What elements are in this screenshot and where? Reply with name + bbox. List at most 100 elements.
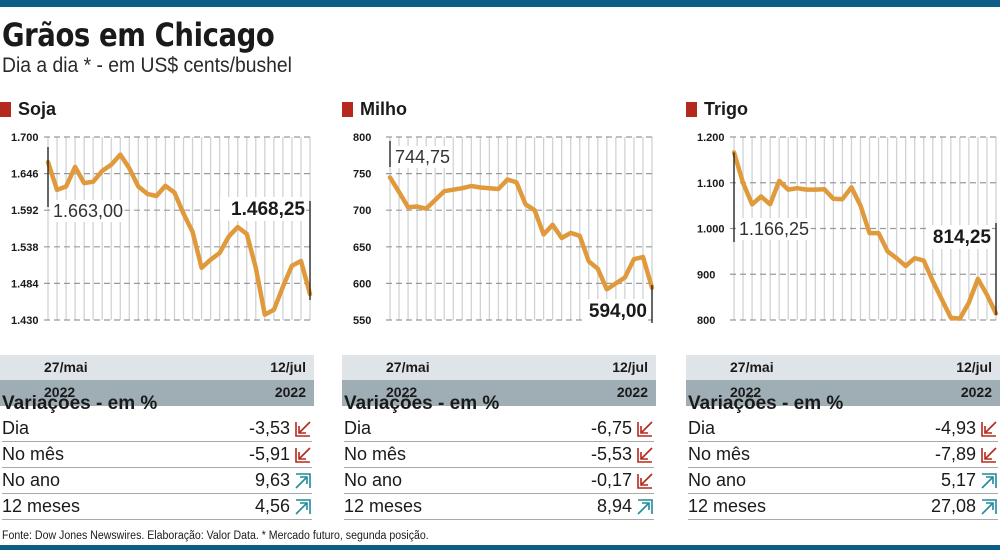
variation-value: 4,56 xyxy=(254,496,290,516)
variation-label: Dia xyxy=(2,418,30,438)
variation-label: No ano xyxy=(688,470,747,490)
variation-value-group: 27,08 xyxy=(931,496,998,517)
end-year: 2022 xyxy=(274,384,306,400)
line-chart: 1.430 1.484 1.538 1.592 1.646 1.700 1.663,00 1.… xyxy=(0,125,318,406)
chart-plot: 800 900 1.000 1.100 1.200 1.166,25 814,25 xyxy=(697,132,1000,327)
start-date: 27/mai xyxy=(44,359,88,375)
variation-value: 27,08 xyxy=(930,496,976,516)
year-band: 2022 2022 xyxy=(0,380,314,406)
variation-row: No ano 5,17 xyxy=(688,468,998,494)
end-date: 12/jul xyxy=(612,359,648,375)
variation-row: Dia -4,93 xyxy=(688,416,998,442)
y-tick-label: 1.000 xyxy=(697,224,725,236)
arrow-up-right-icon xyxy=(295,498,311,515)
variation-value-group: -7,89 xyxy=(935,444,998,465)
variation-value-group: -6,75 xyxy=(591,418,654,439)
arrow-down-left-icon xyxy=(637,420,653,437)
line-chart: 800 900 1.000 1.100 1.200 1.166,25 814,25 27/m… xyxy=(686,125,1000,406)
variation-value-group: 8,94 xyxy=(597,496,654,517)
variation-label: No mês xyxy=(2,444,65,464)
chart-plot: 1.430 1.484 1.538 1.592 1.646 1.700 1.663,00 1.… xyxy=(11,132,314,327)
variation-row: Dia -3,53 xyxy=(2,416,312,442)
y-tick-label: 750 xyxy=(353,169,371,181)
arrow-up-right-icon xyxy=(981,472,997,489)
price-line xyxy=(45,152,313,317)
variation-value: 8,94 xyxy=(596,496,632,516)
line-chart: 550 600 650 700 750 800 744,75 594,00 27/mai 12… xyxy=(342,125,660,406)
variation-label: No ano xyxy=(344,470,403,490)
variation-label: No mês xyxy=(344,444,407,464)
variation-value-group: 4,56 xyxy=(255,496,312,517)
y-tick-label: 1.100 xyxy=(697,178,725,190)
end-value-label: 1.468,25 xyxy=(231,199,305,220)
price-line xyxy=(387,175,655,292)
variation-row: 12 meses 4,56 xyxy=(2,494,312,520)
arrow-down-left-icon xyxy=(637,472,653,489)
y-tick-label: 700 xyxy=(353,205,371,217)
variation-value: -5,53 xyxy=(590,444,632,464)
y-tick-label: 800 xyxy=(697,315,715,327)
variation-value-group: -3,53 xyxy=(249,418,312,439)
arrow-up-right-icon xyxy=(295,472,311,489)
end-date: 12/jul xyxy=(270,359,306,375)
variation-value: -3,53 xyxy=(248,418,290,438)
arrow-up-right-icon xyxy=(981,498,997,515)
variation-row: No mês -7,89 xyxy=(688,442,998,468)
variation-value: 5,17 xyxy=(940,470,976,490)
start-value-label: 744,75 xyxy=(395,147,450,167)
variations-table: Dia -3,53 No mês -5,91 No ano 9,63 12 me… xyxy=(2,416,312,520)
variation-value: -6,75 xyxy=(590,418,632,438)
end-value-label: 594,00 xyxy=(589,301,647,322)
panel-milho: Milho 550 600 650 700 750 800 744,75 594,00 27/… xyxy=(342,95,662,525)
page-subtitle: Dia a dia * - em US$ cents/bushel xyxy=(2,54,292,77)
variation-value-group: -5,91 xyxy=(249,444,312,465)
y-tick-label: 1.430 xyxy=(11,315,39,327)
y-tick-label: 600 xyxy=(353,278,371,290)
start-date: 27/mai xyxy=(730,359,774,375)
variation-label: 12 meses xyxy=(2,496,81,516)
variations-table: Dia -6,75 No mês -5,53 No ano -0,17 12 m… xyxy=(344,416,654,520)
panel-trigo: Trigo 800 900 1.000 1.100 1.200 1.166,25 814,2… xyxy=(686,95,1000,525)
arrow-down-left-icon xyxy=(295,420,311,437)
page-title: Grãos em Chicago xyxy=(2,16,275,54)
panel-header: Milho xyxy=(342,98,407,120)
variation-label: No ano xyxy=(2,470,61,490)
y-tick-label: 900 xyxy=(697,269,715,281)
variation-value-group: 5,17 xyxy=(941,470,998,491)
variation-row: No ano -0,17 xyxy=(344,468,654,494)
arrow-down-left-icon xyxy=(981,446,997,463)
y-tick-label: 1.200 xyxy=(697,132,725,144)
start-year: 2022 xyxy=(730,384,762,400)
arrow-down-left-icon xyxy=(981,420,997,437)
variation-value: -5,91 xyxy=(248,444,290,464)
variation-label: No mês xyxy=(688,444,751,464)
variation-value-group: -4,93 xyxy=(935,418,998,439)
variation-label: Dia xyxy=(344,418,372,438)
source-note: Fonte: Dow Jones Newswires. Elaboração: … xyxy=(2,530,429,542)
variation-row: 12 meses 8,94 xyxy=(344,494,654,520)
variations-title: Variações - em % xyxy=(2,393,158,414)
year-band: 2022 2022 xyxy=(342,380,656,406)
start-year: 2022 xyxy=(44,384,76,400)
y-tick-label: 800 xyxy=(353,132,371,144)
date-band: 27/mai 12/jul xyxy=(342,355,656,380)
start-year: 2022 xyxy=(386,384,418,400)
y-tick-label: 1.592 xyxy=(11,205,39,217)
arrow-up-right-icon xyxy=(637,498,653,515)
variation-label: Dia xyxy=(688,418,716,438)
panel-header: Soja xyxy=(0,98,56,120)
date-band: 27/mai 12/jul xyxy=(686,355,1000,380)
panel-title: Soja xyxy=(18,98,57,119)
y-tick-label: 550 xyxy=(353,315,371,327)
y-tick-label: 1.700 xyxy=(11,132,39,144)
bottom-bar xyxy=(0,545,1000,550)
panel-header: Trigo xyxy=(686,98,748,120)
variations-title: Variações - em % xyxy=(344,393,500,414)
chart-plot: 550 600 650 700 750 800 744,75 594,00 xyxy=(353,132,656,327)
year-band: 2022 2022 xyxy=(686,380,1000,406)
variation-value: 9,63 xyxy=(254,470,290,490)
variation-row: 12 meses 27,08 xyxy=(688,494,998,520)
y-tick-label: 1.484 xyxy=(11,278,39,290)
red-square-marker-icon xyxy=(0,101,11,117)
variation-row: No mês -5,91 xyxy=(2,442,312,468)
